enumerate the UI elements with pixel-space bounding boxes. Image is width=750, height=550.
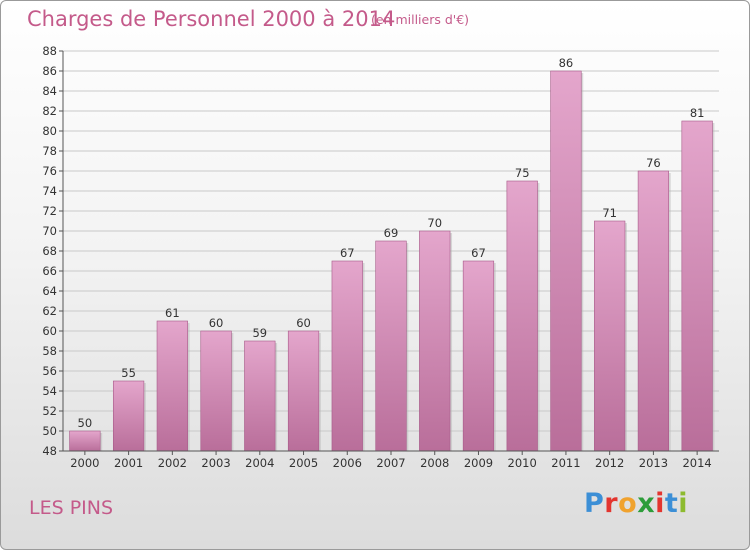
bar: [462, 260, 495, 452]
bar-value-label: 55: [121, 366, 136, 380]
bar-value-label: 61: [165, 306, 180, 320]
proxiti-logo: Proxiti: [584, 488, 688, 519]
y-tick-label: 78: [42, 144, 57, 158]
y-tick-label: 48: [42, 444, 57, 458]
bar: [156, 320, 188, 452]
x-tick-label: 2000: [70, 456, 99, 470]
bar: [550, 70, 582, 452]
x-tick-label: 2004: [245, 456, 274, 470]
logo-letter: t: [664, 488, 679, 519]
y-tick-label: 80: [42, 124, 57, 138]
bar: [419, 230, 451, 452]
bar-value-label: 71: [602, 206, 617, 220]
x-tick-label: 2001: [114, 456, 143, 470]
y-tick-label: 76: [42, 164, 57, 178]
bar-value-label: 75: [515, 166, 530, 180]
y-tick-label: 62: [42, 304, 57, 318]
chart-title: Charges de Personnel 2000 à 2014: [27, 7, 396, 31]
x-tick-label: 2003: [201, 456, 230, 470]
bar-value-label: 50: [78, 416, 93, 430]
bar-value-label: 76: [646, 156, 661, 170]
bar: [506, 180, 538, 452]
y-tick-label: 86: [42, 64, 57, 78]
y-tick-label: 82: [42, 104, 57, 118]
x-tick-label: 2002: [158, 456, 187, 470]
bar-value-label: 70: [427, 216, 442, 230]
y-tick-label: 64: [42, 284, 57, 298]
y-tick-label: 74: [42, 184, 57, 198]
y-tick-label: 84: [42, 84, 57, 98]
x-tick-label: 2010: [508, 456, 537, 470]
bar-value-label: 69: [384, 226, 399, 240]
x-tick-label: 2006: [333, 456, 362, 470]
chart-subtitle: (en milliers d'€): [371, 12, 470, 27]
bar: [637, 170, 670, 452]
y-tick-label: 54: [42, 384, 57, 398]
x-tick-label: 2012: [595, 456, 624, 470]
logo-letter: P: [584, 488, 605, 519]
x-tick-label: 2005: [289, 456, 318, 470]
y-tick-label: 58: [42, 344, 57, 358]
y-tick-label: 68: [42, 244, 57, 258]
bar: [681, 120, 713, 452]
bar: [287, 330, 320, 452]
bar-value-label: 67: [340, 246, 355, 260]
y-tick-label: 66: [42, 264, 57, 278]
y-tick-label: 88: [42, 44, 57, 58]
x-tick-label: 2009: [464, 456, 493, 470]
bar: [244, 340, 276, 452]
bar-value-label: 67: [471, 246, 486, 260]
logo-letter: o: [618, 488, 638, 519]
logo-letter: i: [678, 488, 689, 519]
bar: [375, 240, 407, 452]
bar-value-label: 60: [209, 316, 224, 330]
x-tick-label: 2007: [376, 456, 405, 470]
x-tick-label: 2011: [551, 456, 580, 470]
bar: [69, 430, 101, 452]
bar-value-label: 59: [252, 326, 267, 340]
town-name: LES PINS: [29, 497, 114, 519]
x-tick-label: 2013: [639, 456, 668, 470]
y-tick-label: 60: [42, 324, 57, 338]
y-tick-label: 70: [42, 224, 57, 238]
bar: [594, 220, 626, 452]
x-tick-label: 2008: [420, 456, 449, 470]
bar-value-label: 81: [690, 106, 705, 120]
bar: [331, 260, 363, 452]
logo-letter: r: [604, 488, 619, 519]
bar: [112, 380, 145, 452]
y-tick-label: 56: [42, 364, 57, 378]
y-tick-label: 50: [42, 424, 57, 438]
logo-letter: i: [655, 488, 665, 519]
x-tick-label: 2014: [682, 456, 711, 470]
bar: [200, 330, 232, 452]
y-tick-label: 72: [42, 204, 57, 218]
logo-letter: x: [637, 488, 656, 519]
y-tick-label: 52: [42, 404, 57, 418]
bar-value-label: 86: [559, 56, 574, 70]
bar-value-label: 60: [296, 316, 311, 330]
